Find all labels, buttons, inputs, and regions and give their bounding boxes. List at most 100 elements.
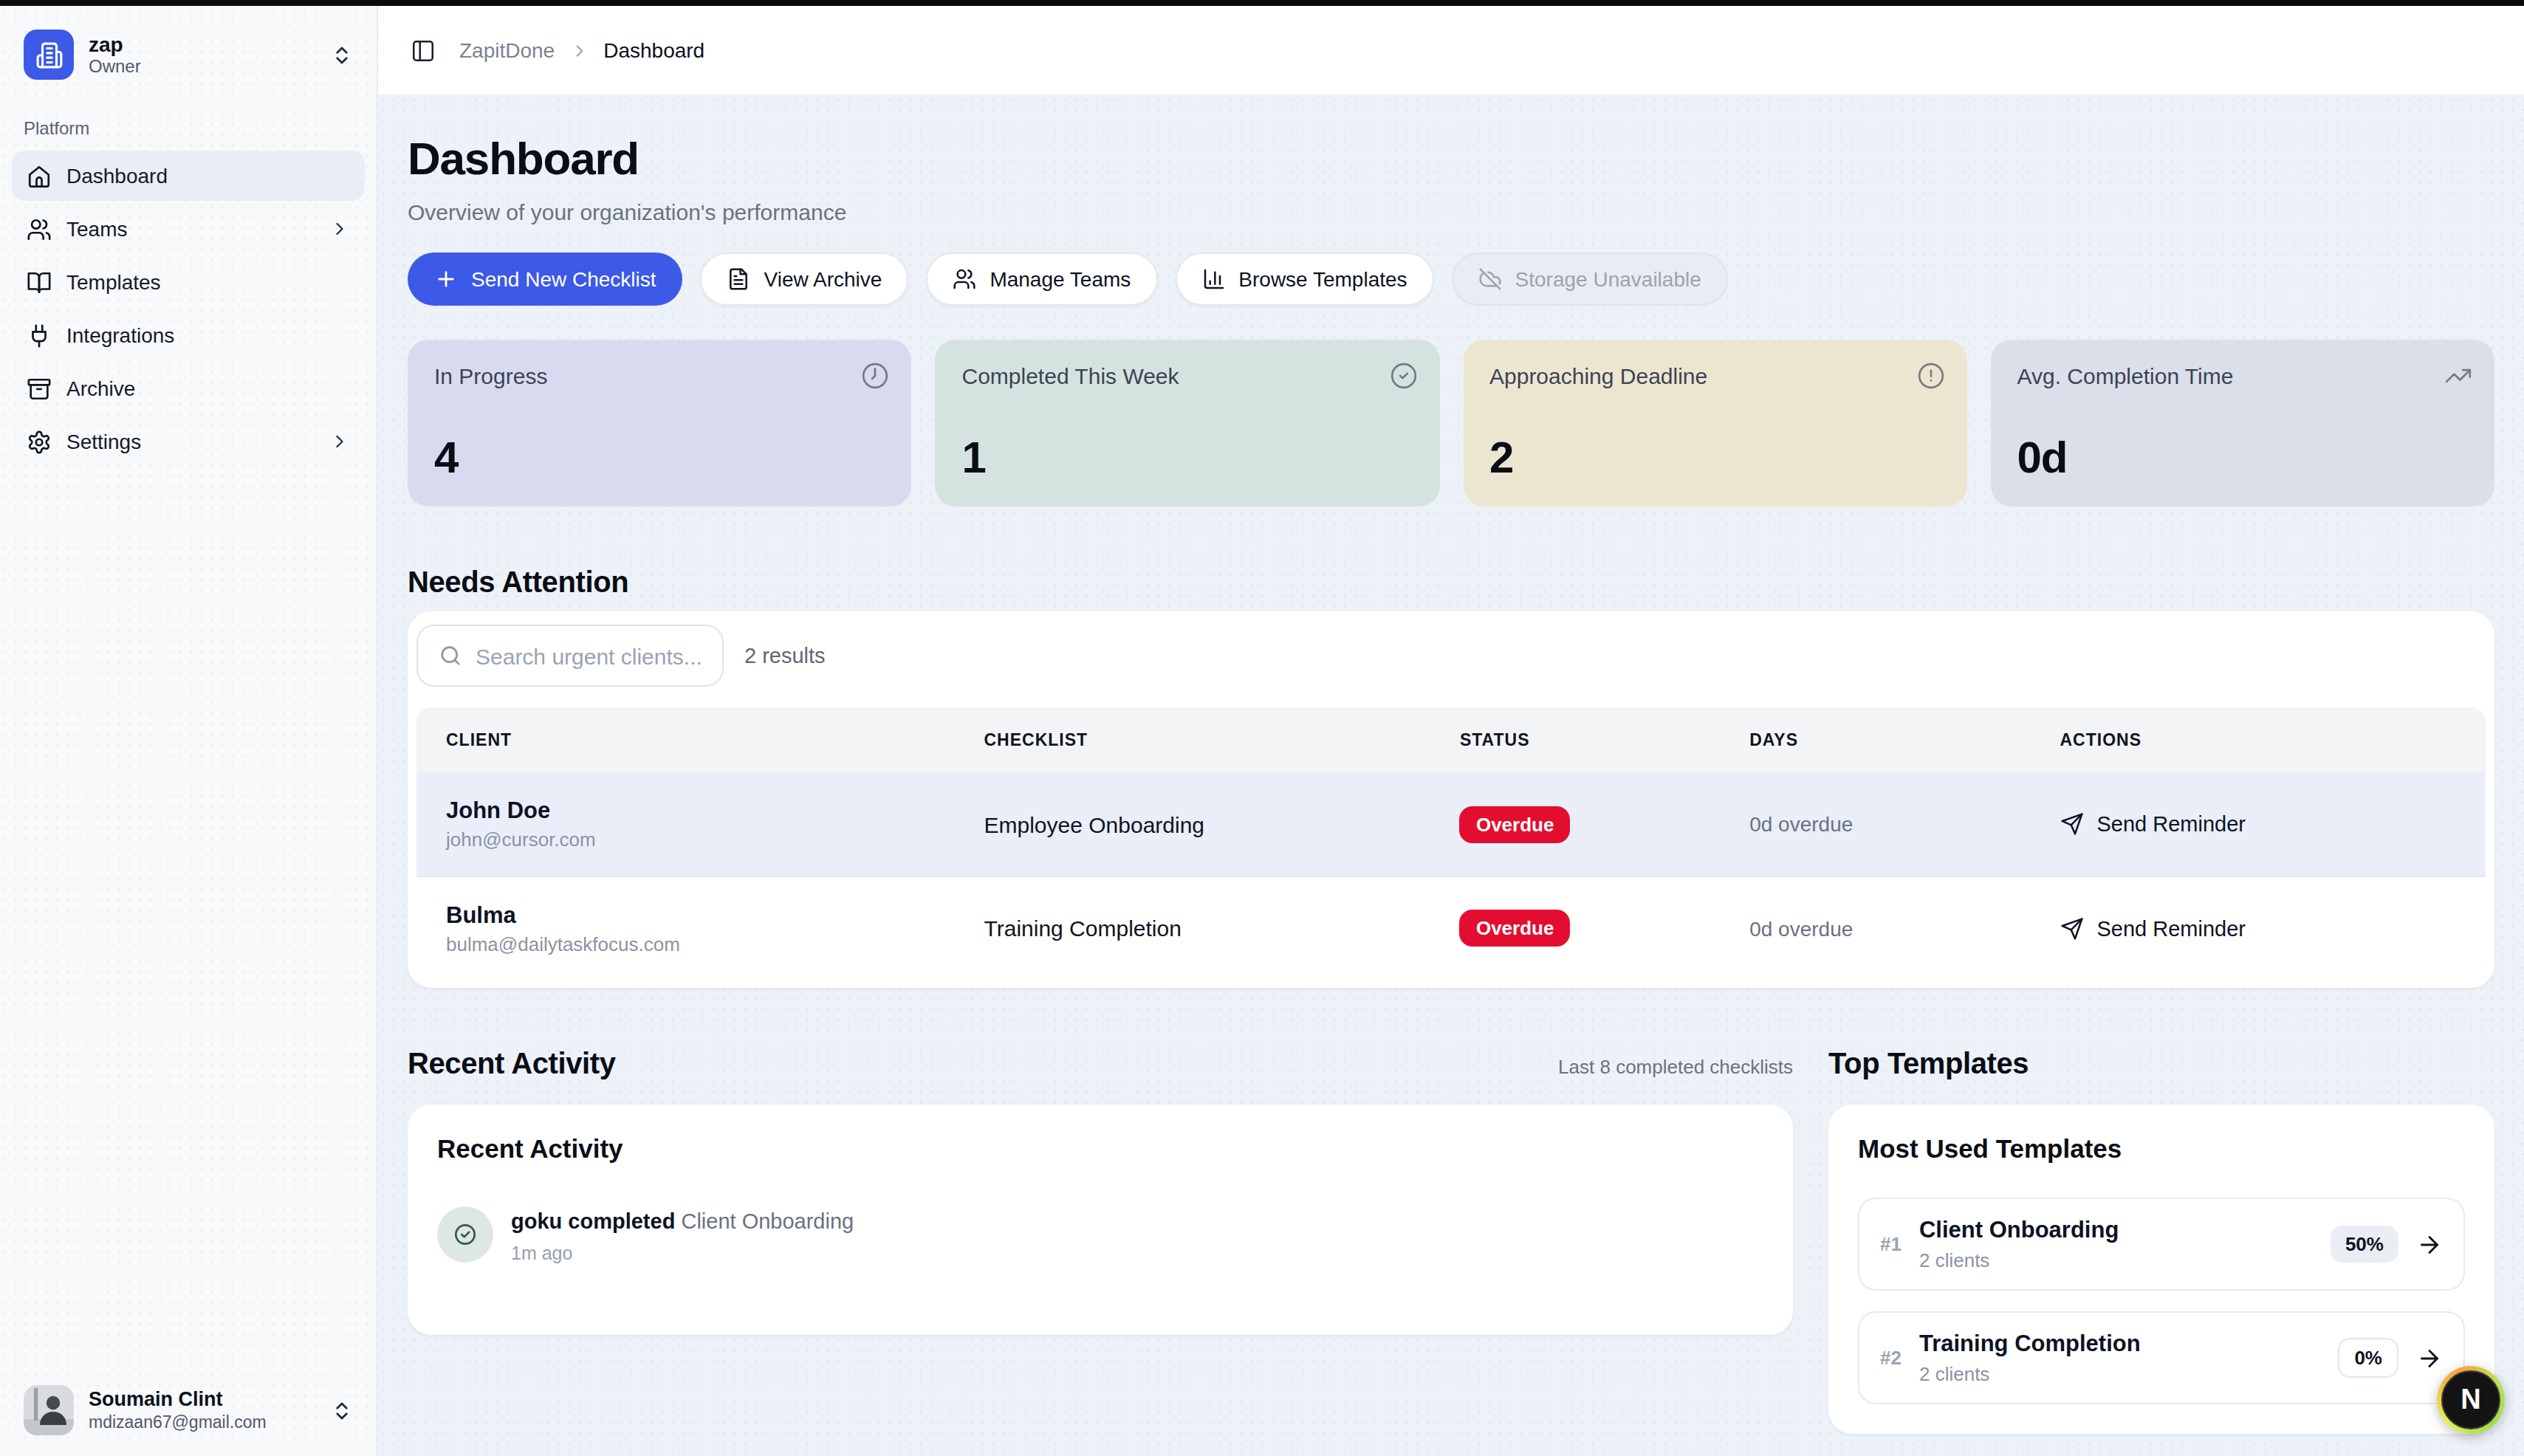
send-icon [2060,812,2083,836]
page-title: Dashboard [408,133,2494,186]
activity-time: 1m ago [511,1243,854,1264]
sidebar-item-dashboard[interactable]: Dashboard [12,151,365,201]
needs-attention-card: 2 results CLIENT CHECKLIST STATUS DAYS A… [408,611,2494,988]
stat-card-avg-completion: Avg. Completion Time 0d [1991,340,2495,506]
stat-card-in-progress: In Progress 4 [408,340,912,506]
top-templates-heading: Top Templates [1828,1047,2029,1081]
arrow-right-icon[interactable] [2416,1231,2443,1257]
template-item[interactable]: #2 Training Completion 2 clients 0% [1858,1311,2465,1404]
org-logo-icon [24,30,74,80]
sidebar-group-label: Platform [0,89,377,151]
urgent-clients-table: CLIENT CHECKLIST STATUS DAYS ACTIONS Joh… [416,707,2486,979]
sidebar: zap Owner Platform Dashboard Teams [0,6,378,1456]
archive-icon [27,376,52,401]
recent-activity-section: Recent Activity Last 8 completed checkli… [408,1047,1793,1434]
users-icon [953,267,976,291]
template-clients: 2 clients [1919,1249,2119,1271]
chevron-right-icon [329,219,350,239]
template-percent-badge: 50% [2331,1226,2398,1263]
chevron-right-icon [329,431,350,452]
sidebar-item-label: Archive [66,377,135,400]
stat-card-deadline: Approaching Deadline 2 [1463,340,1967,506]
template-name: Training Completion [1919,1330,2141,1357]
plus-icon [434,267,458,291]
needs-attention-heading: Needs Attention [408,566,2494,600]
trending-up-icon [2444,362,2472,390]
table-row: Bulma bulma@dailytaskfocus.com Training … [416,876,2486,979]
top-templates-card: Most Used Templates #1 Client Onboarding… [1828,1105,2494,1434]
window-top-edge [0,0,2524,6]
sidebar-nav: Dashboard Teams Templates Integrations [0,151,377,467]
top-templates-section: Top Templates Most Used Templates #1 Cli… [1828,1047,2494,1434]
send-reminder-button[interactable]: Send Reminder [2030,812,2485,836]
send-new-checklist-button[interactable]: Send New Checklist [408,253,683,306]
home-icon [27,163,52,188]
breadcrumb-page: Dashboard [603,38,704,62]
view-archive-button[interactable]: View Archive [701,253,909,306]
clock-icon [862,362,890,390]
users-icon [27,216,52,241]
days-overdue: 0d overdue [1720,916,2030,940]
bar-chart-icon [1201,267,1225,291]
recent-activity-heading: Recent Activity [408,1047,616,1081]
main-content: Dashboard Overview of your organization'… [378,95,2524,1456]
sidebar-item-settings[interactable]: Settings [12,416,365,467]
sidebar-item-label: Integrations [66,323,174,347]
gear-icon [27,429,52,454]
client-name: Bulma [446,902,925,928]
search-box [416,625,724,687]
topbar: ZapitDone Dashboard [378,6,2524,95]
team-switcher[interactable]: zap Owner [15,21,362,89]
user-menu[interactable]: Soumain Clint mdizaan67@gmail.com [15,1379,362,1441]
breadcrumb-app[interactable]: ZapitDone [459,38,555,62]
nextjs-devtools-button[interactable]: N [2437,1366,2505,1434]
team-name: zap [89,32,141,55]
avatar [24,1385,74,1435]
user-email: mdizaan67@gmail.com [89,1412,267,1433]
status-badge: Overdue [1460,910,1571,947]
check-circle-icon [1389,362,1417,390]
sidebar-item-label: Dashboard [66,164,168,188]
sidebar-toggle-icon[interactable] [411,38,436,63]
arrow-right-icon[interactable] [2416,1345,2443,1371]
sidebar-item-integrations[interactable]: Integrations [12,310,365,360]
user-name: Soumain Clint [89,1387,267,1411]
page: zap Owner Platform Dashboard Teams [0,0,2524,1456]
search-input[interactable] [476,643,702,668]
nextjs-logo: N [2441,1370,2500,1429]
activity-object: Client Onboarding [681,1209,854,1233]
sidebar-item-teams[interactable]: Teams [12,204,365,254]
check-circle-icon [437,1206,493,1263]
manage-teams-button[interactable]: Manage Teams [926,253,1157,306]
plug-icon [27,323,52,348]
browse-templates-button[interactable]: Browse Templates [1175,253,1433,306]
checklist-name: Employee Onboarding [955,811,1430,837]
sidebar-item-label: Teams [66,217,127,241]
template-name: Client Onboarding [1919,1217,2119,1243]
client-email: john@cursor.com [446,828,925,851]
file-text-icon [727,267,751,291]
status-badge: Overdue [1460,806,1571,842]
sidebar-item-archive[interactable]: Archive [12,363,365,413]
templates-card-title: Most Used Templates [1858,1134,2465,1165]
activity-meta: Last 8 completed checklists [1558,1056,1793,1078]
page-subtitle: Overview of your organization's performa… [408,199,2494,224]
storage-unavailable-button: Storage Unavailable [1452,253,1728,306]
stat-card-completed: Completed This Week 1 [936,340,1440,506]
days-overdue: 0d overdue [1720,812,2030,836]
template-item[interactable]: #1 Client Onboarding 2 clients 50% [1858,1198,2465,1291]
alert-circle-icon [1917,362,1945,390]
client-name: John Doe [446,797,925,824]
chevrons-up-down-icon [331,1399,353,1421]
send-icon [2060,916,2083,940]
client-email: bulma@dailytaskfocus.com [446,933,925,955]
sidebar-item-label: Templates [66,270,161,294]
template-percent-badge: 0% [2338,1338,2398,1378]
table-row: John Doe john@cursor.com Employee Onboar… [416,772,2486,876]
send-reminder-button[interactable]: Send Reminder [2030,916,2485,940]
action-buttons: Send New Checklist View Archive Manage T… [408,253,2494,306]
activity-card-title: Recent Activity [437,1134,1763,1165]
sidebar-item-templates[interactable]: Templates [12,257,365,307]
activity-actor: goku completed [511,1209,675,1233]
checklist-name: Training Completion [955,916,1430,941]
